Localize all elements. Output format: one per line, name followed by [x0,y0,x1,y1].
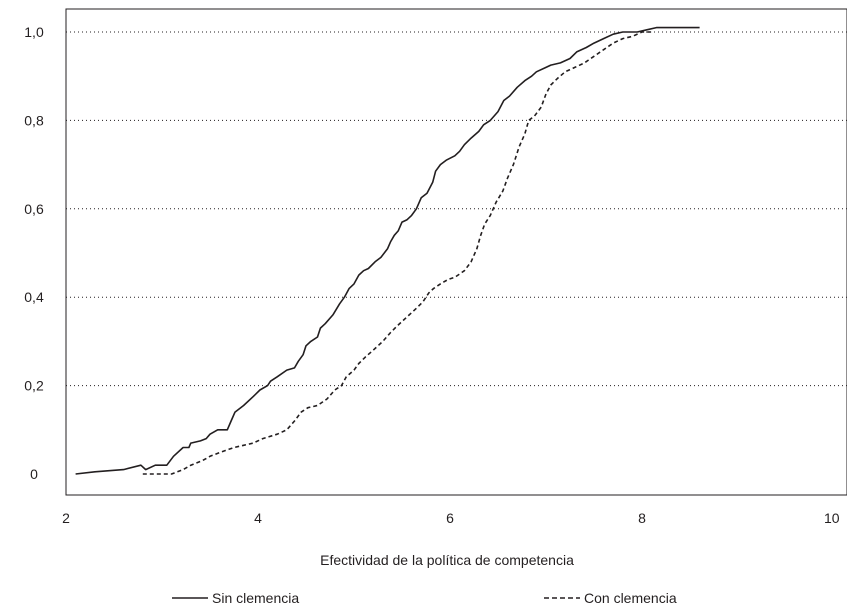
y-tick-labels: 0 0,2 0,4 0,6 0,8 1,0 [24,24,44,482]
x-tick-label: 10 [824,510,840,526]
legend: Sin clemencia Con clemencia [172,590,677,606]
x-axis-title: Efectividad de la política de competenci… [320,552,574,568]
gridlines [66,31,847,387]
y-tick-label: 0 [30,466,38,482]
series-line-con-clemencia [142,31,652,475]
x-tick-labels: 2 4 6 8 10 [62,510,840,526]
y-tick-label: 1,0 [24,24,44,40]
y-tick-label: 0,6 [24,201,44,217]
x-tick-label: 4 [254,510,262,526]
y-tick-label: 0,2 [24,378,44,394]
legend-label-sin-clemencia: Sin clemencia [212,590,299,606]
series-line-sin-clemencia [75,26,700,475]
x-tick-label: 6 [446,510,454,526]
x-tick-label: 8 [638,510,646,526]
y-tick-label: 0,8 [24,112,44,128]
x-tick-label: 2 [62,510,70,526]
legend-label-con-clemencia: Con clemencia [584,590,677,606]
plot-area-frame [65,8,847,496]
y-tick-label: 0,4 [24,289,44,305]
series-group [75,26,700,475]
